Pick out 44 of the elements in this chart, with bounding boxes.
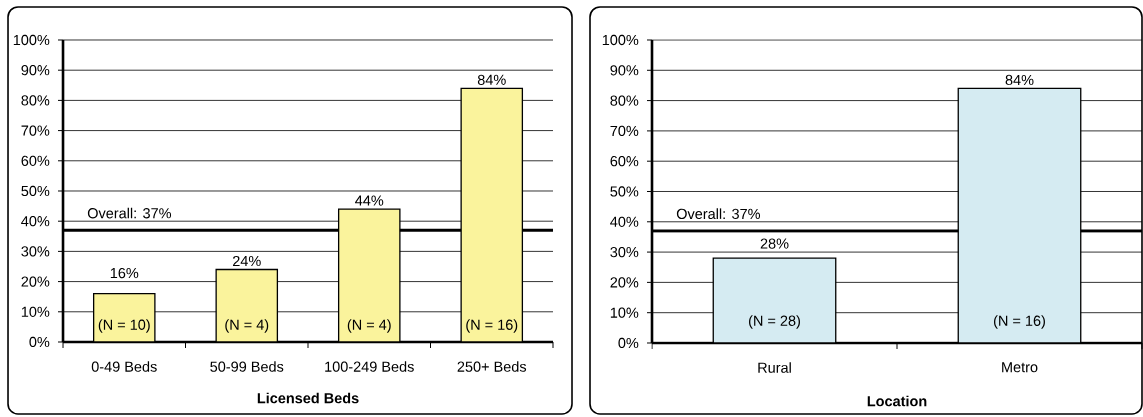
x-tick-label: 100-249 Beds [325, 361, 414, 372]
ref-line-label: Overall: 37% [676, 208, 761, 220]
annotation: (N = 16) [466, 319, 518, 333]
x-axis-title: Location [867, 395, 927, 407]
x-tick-label: 250+ Beds [457, 361, 527, 372]
y-tick-label: 30% [21, 246, 50, 257]
y-tick-label: 80% [610, 95, 639, 106]
x-tick-label: Metro [1002, 362, 1038, 373]
y-tick-label: 30% [610, 246, 639, 258]
y-tick-label: 40% [21, 216, 50, 227]
y-tick-label: 0% [29, 336, 50, 348]
y-tick-label: 10% [610, 307, 639, 318]
y-tick-label: 90% [21, 65, 50, 76]
data-label: 44% [355, 195, 384, 206]
y-tick-label: 40% [610, 216, 639, 227]
y-tick-label: 70% [610, 125, 639, 137]
data-label: 84% [477, 74, 506, 85]
data-label: 84% [1005, 74, 1034, 86]
annotation: (N = 10) [98, 319, 150, 333]
y-tick-label: 0% [618, 337, 639, 349]
y-tick-label: 20% [610, 277, 639, 288]
data-label: 28% [760, 238, 789, 249]
y-tick-label: 70% [21, 125, 50, 136]
data-label: 24% [232, 255, 261, 267]
y-tick-label: 20% [21, 276, 50, 287]
x-tick-label: Rural [758, 362, 791, 373]
x-tick-label: 50-99 Beds [210, 361, 284, 372]
y-tick-label: 100% [13, 34, 50, 46]
y-tick-label: 60% [21, 155, 50, 166]
data-label: 16% [110, 267, 139, 279]
y-tick-label: 100% [602, 34, 639, 46]
y-tick-label: 60% [610, 156, 639, 167]
y-tick-label: 90% [610, 65, 639, 76]
ref-line-label: Overall: 37% [87, 207, 172, 219]
annotation: (N = 4) [225, 319, 269, 333]
y-tick-label: 80% [21, 95, 50, 106]
y-tick-label: 10% [21, 306, 50, 317]
annotation: (N = 16) [994, 315, 1045, 329]
x-tick-label: 0-49 Beds [91, 361, 157, 372]
y-tick-label: 50% [610, 186, 639, 197]
x-axis-title: Licensed Beds [257, 392, 359, 404]
annotation: (N = 28) [749, 315, 800, 329]
y-tick-label: 50% [21, 185, 50, 197]
annotation: (N = 4) [347, 319, 391, 333]
